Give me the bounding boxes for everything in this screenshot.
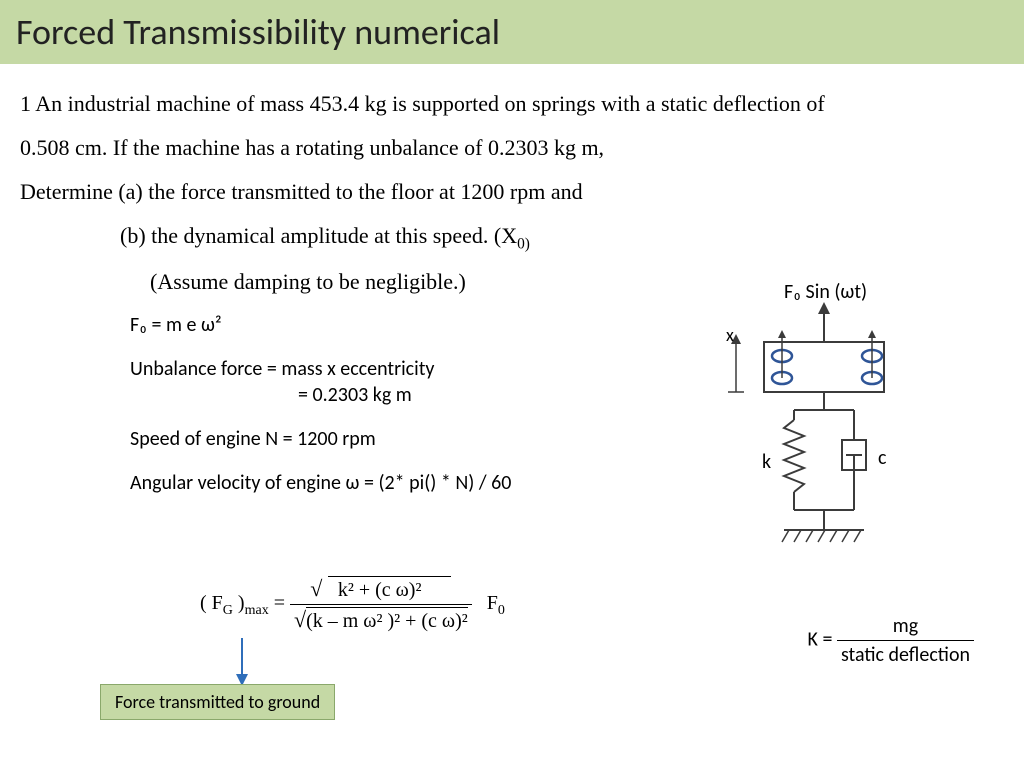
ground-force-label: Force transmitted to ground (100, 684, 335, 720)
problem-text: 1 An industrial machine of mass 453.4 kg… (0, 64, 1024, 304)
diagram-k-label: k (762, 450, 771, 474)
problem-line-1: 1 An industrial machine of mass 453.4 kg… (20, 82, 1004, 126)
problem-line-4: (b) the dynamical amplitude at this spee… (20, 214, 1004, 260)
diagram-x-label: x (726, 324, 734, 346)
page-title: Forced Transmissibility numerical (0, 0, 1024, 64)
stiffness-formula: K = mg static deflection (808, 614, 974, 667)
transmissibility-formula: ( FG )max = √ k² + (c ω)² √(k – m ω² )² … (200, 576, 505, 633)
problem-line-3: Determine (a) the force transmitted to t… (20, 170, 1004, 214)
problem-line-2: 0.508 cm. If the machine has a rotating … (20, 126, 1004, 170)
arrow-down-icon (232, 636, 252, 686)
diagram-c-label: c (878, 446, 886, 470)
system-diagram: F₀ Sin (ωt) (714, 280, 964, 600)
